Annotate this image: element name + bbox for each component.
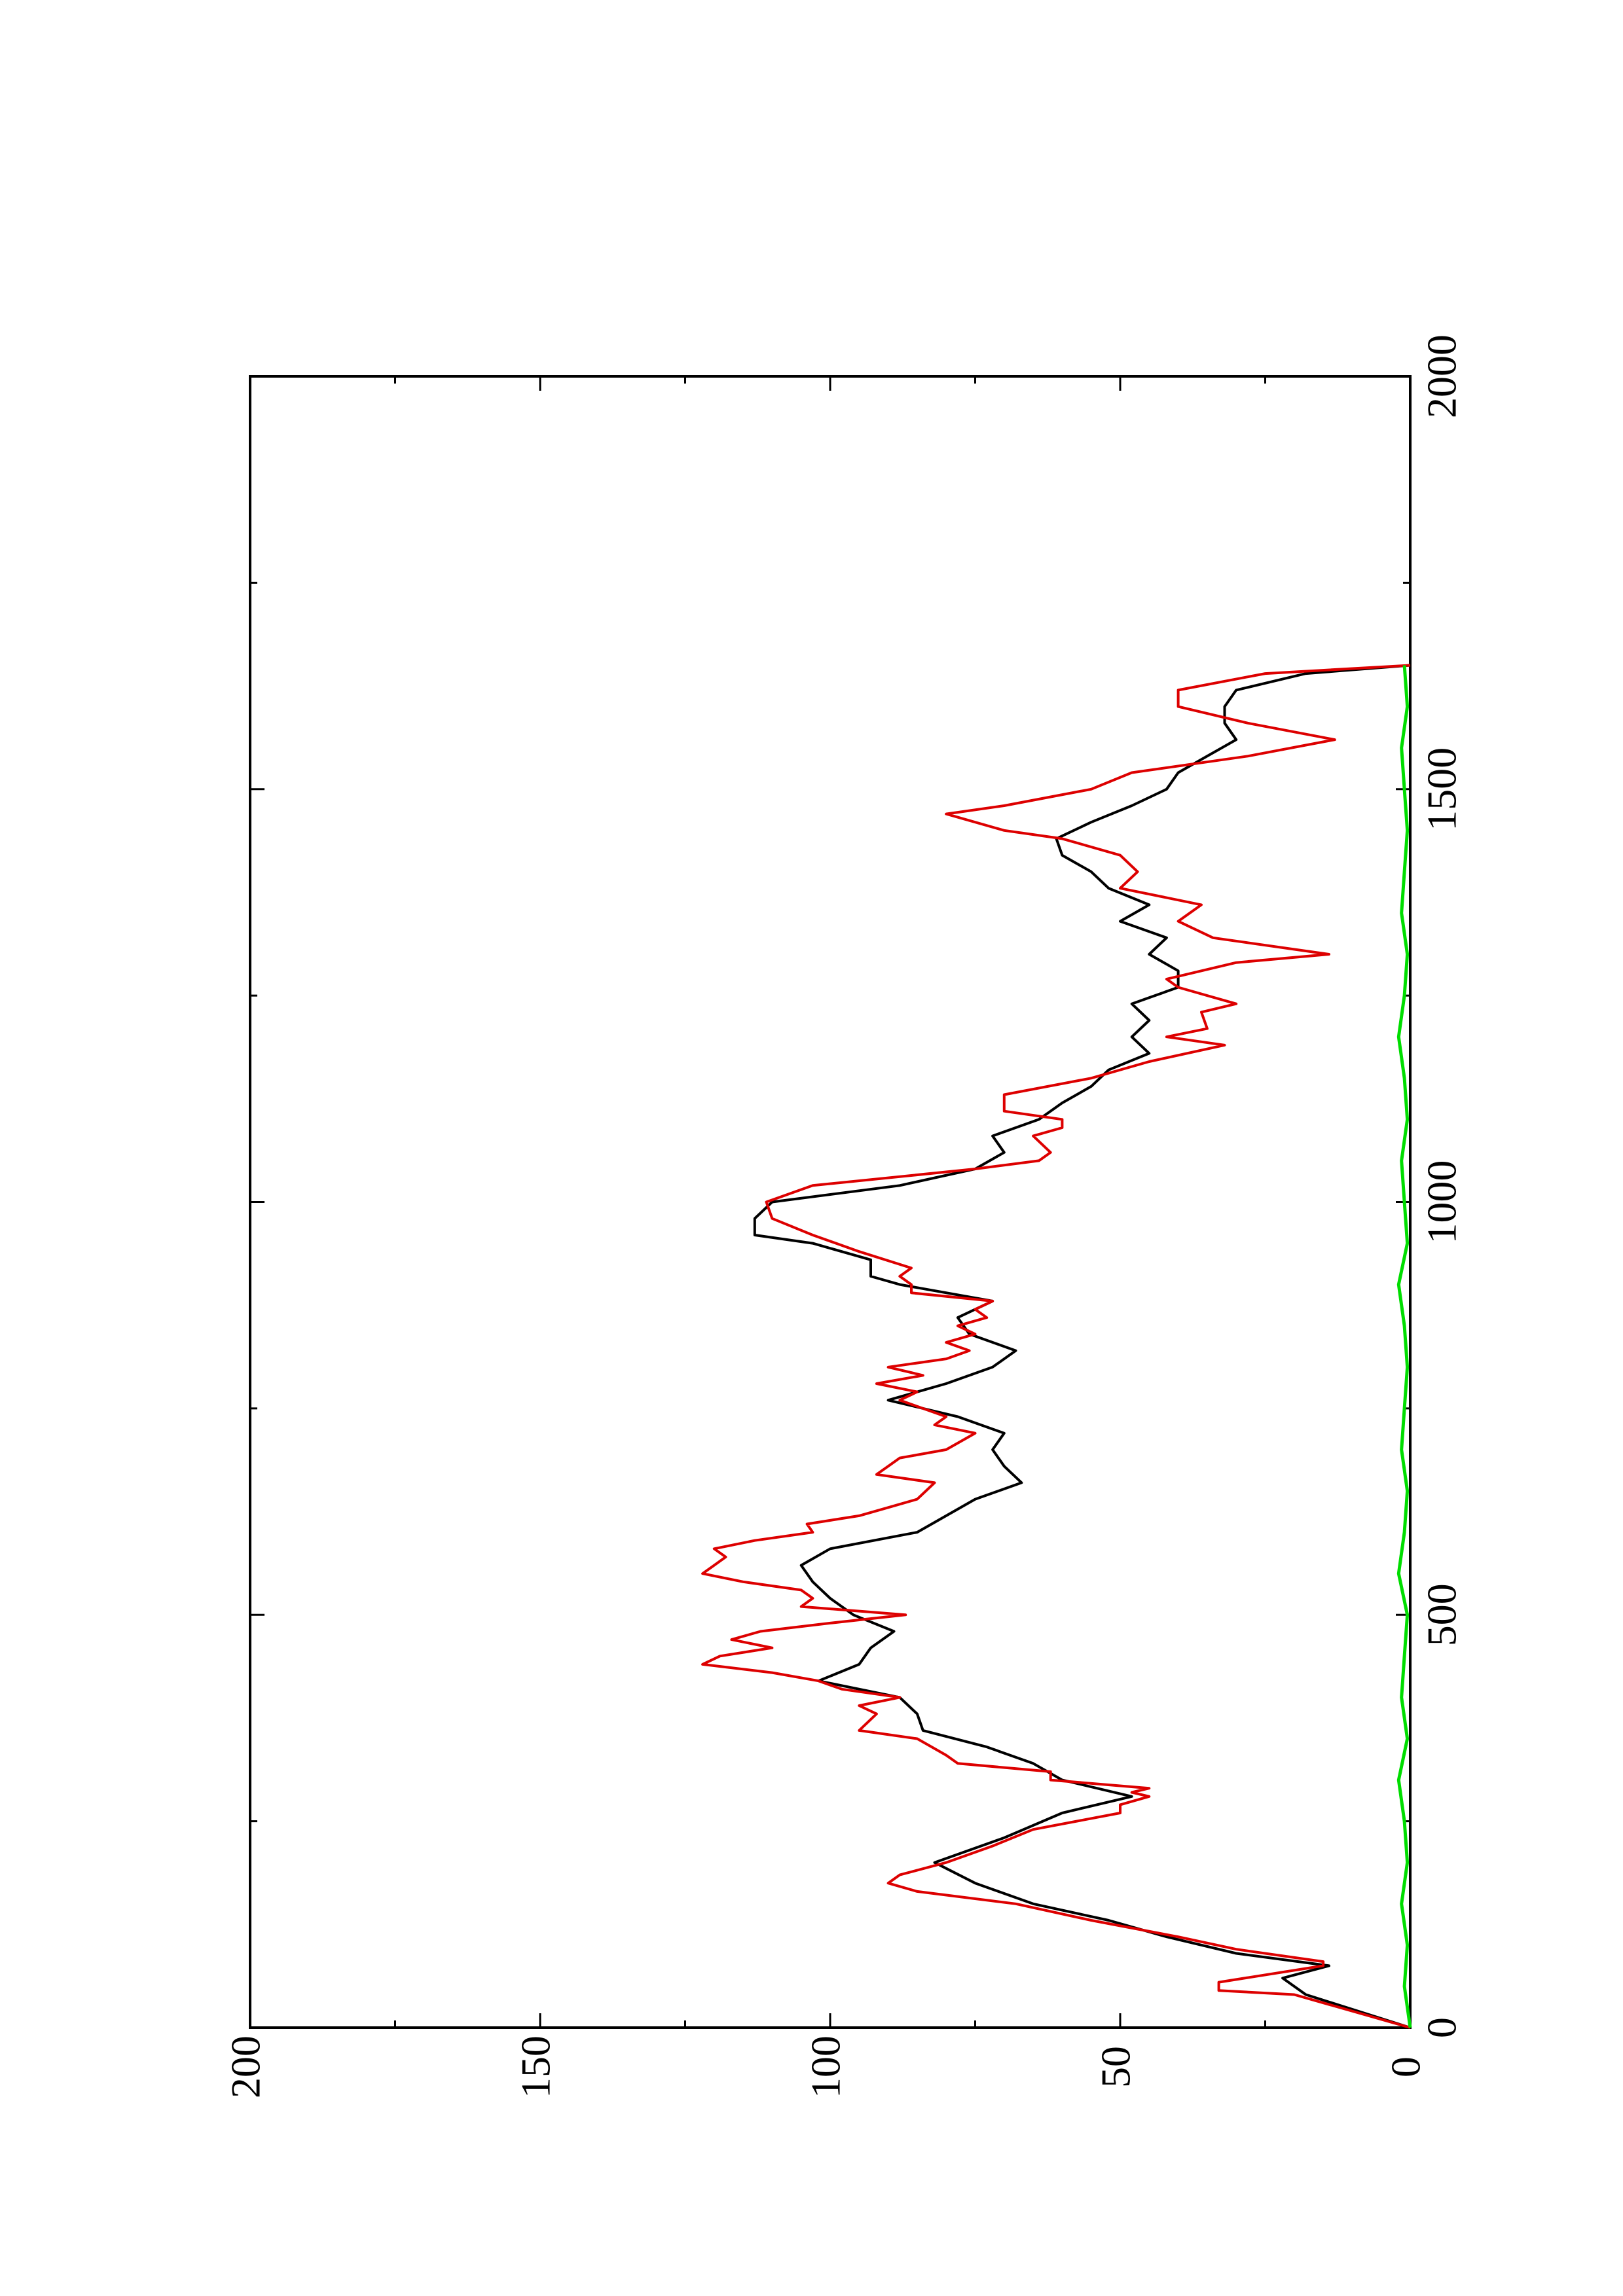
x-tick-label: 0 [1419, 2017, 1465, 2038]
axis-ticks [249, 375, 1412, 2029]
x-tick-label: 500 [1419, 1583, 1465, 1646]
y-tick-label: 200 [223, 2036, 269, 2098]
x-tick-label: 2000 [1419, 334, 1465, 418]
tick-labels: 0 500 1000 1500 2000 0 50 100 150 200 [223, 334, 1465, 2098]
y-tick-label: 150 [513, 2036, 559, 2098]
series-group [701, 664, 1412, 2029]
x-tick-label: 1000 [1419, 1160, 1465, 1244]
plot-frame [249, 375, 1412, 2029]
y-tick-label: 50 [1093, 2046, 1139, 2088]
series-line-1 [753, 664, 1411, 2029]
y-tick-label: 100 [803, 2036, 849, 2098]
series-line-3 [1396, 665, 1412, 2028]
x-tick-label: 1500 [1419, 747, 1465, 831]
series-line-2 [701, 664, 1411, 2029]
y-tick-label: 0 [1383, 2056, 1429, 2077]
